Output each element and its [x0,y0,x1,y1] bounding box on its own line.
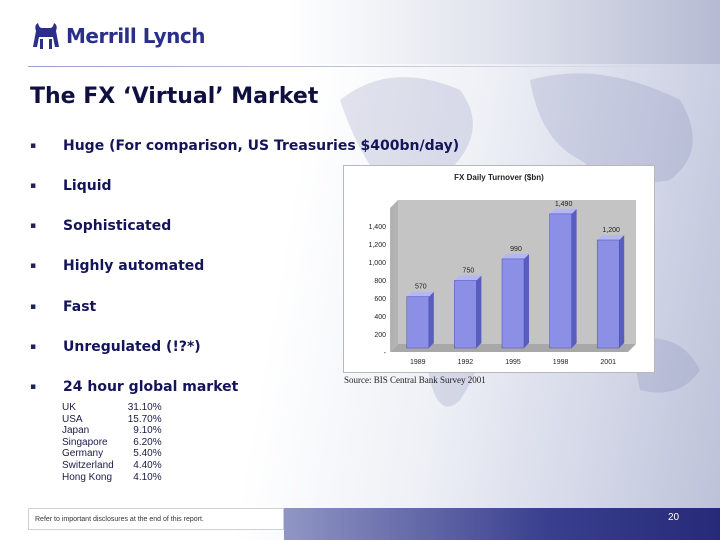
bar-value-label: 1,200 [602,227,620,234]
slide-title: The FX ‘Virtual’ Market [30,84,319,109]
x-tick-label: 1998 [553,359,569,366]
bullet-marker-icon: ▪ [30,261,37,271]
bar-value-label: 990 [510,246,522,253]
chart-svg: FX Daily Turnover ($bn) - 200 400 600 800 1,00… [368,173,636,366]
bullet-item: ▪ Huge (For comparison, US Treasuries $4… [30,135,459,157]
bullet-item: ▪ Fast [30,296,96,318]
market-share-country: UK [62,402,76,413]
bullet-marker-icon: ▪ [30,302,37,312]
bar [596,239,620,349]
bullet-item: ▪ Liquid [30,175,112,197]
market-share-row: USA 15.70% [62,414,162,426]
y-tick-label: 800 [374,278,386,285]
y-tick-label: 600 [374,296,386,303]
market-share-percent: 31.10% [127,402,162,413]
y-tick-label: 1,400 [368,224,386,231]
bar-top [597,235,625,240]
bar-side [571,208,577,348]
bar-side [476,275,482,348]
bar-value-label: 1,490 [555,201,573,208]
market-share-percent: 5.40% [133,448,162,460]
disclosure-note: Refer to important disclosures at the en… [28,508,284,530]
header-band [0,0,720,64]
market-share-country: Singapore [62,436,108,448]
bar-value-label: 570 [415,284,427,291]
x-tick-label: 1989 [410,359,426,366]
bar-top [549,208,577,214]
title-divider [28,66,700,67]
x-tick-label: 2001 [600,359,616,366]
bar-top [406,291,434,297]
bullet-item: ▪ Highly automated [30,255,204,277]
bar-top [454,275,482,281]
bar-side [524,253,529,348]
x-tick-label: 1992 [458,359,474,366]
page-number: 20 [668,512,680,523]
market-share-country: Germany [62,448,104,460]
bullet-text: Fast [63,299,97,315]
y-tick-label: 200 [374,332,386,339]
market-share-percent: 9.10% [133,425,162,437]
bar [454,280,477,349]
bullet-text: Liquid [63,178,112,194]
bar [501,258,525,349]
market-share-country: Switzerland [62,459,114,471]
bullet-text: 24 hour global market [63,379,239,395]
bar-value-label: 750 [463,268,475,275]
bar [406,296,430,349]
bullet-marker-icon: ▪ [30,221,37,231]
market-share-row: Japan 9.10% [62,425,162,437]
x-tick-label: 1995 [505,359,521,366]
bullet-text: Unregulated (!?*) [63,339,201,355]
market-share-percent: 4.40% [133,459,162,471]
market-share-country: USA [62,413,83,425]
bullet-marker-icon: ▪ [30,382,37,392]
chart-source-note: Source: BIS Central Bank Survey 2001 [344,375,486,385]
merrill-lynch-logo: Merrill Lynch [30,16,205,56]
chart-side-wall [390,200,398,352]
market-share-row: Germany 5.40% [62,448,162,460]
footer-bar [284,508,720,540]
bar-side [428,291,434,348]
bar [549,213,572,349]
bull-icon [33,23,59,49]
bar-top [502,253,529,259]
y-tick-label: 400 [374,314,386,321]
bullet-item: ▪ Unregulated (!?*) [30,336,201,358]
market-share-country: Hong Kong [62,471,113,483]
bullet-text: Sophisticated [63,218,172,234]
y-tick-label: 1,200 [368,242,386,249]
fx-turnover-chart: FX Daily Turnover ($bn) - 200 400 600 800 1,00… [343,165,655,373]
bullet-text: Huge (For comparison, US Treasuries $400… [63,138,460,154]
bullet-item: ▪ Sophisticated [30,215,171,237]
market-share-country: Japan [62,425,90,437]
bullet-item: ▪ 24 hour global market [30,376,238,398]
market-share-row: Singapore 6.20% [62,437,162,449]
market-share-percent: 15.70% [127,413,162,425]
market-share-percent: 4.10% [133,471,162,483]
bar-side [619,235,625,348]
market-share-table: UK 31.10% USA 15.70% Japan 9.10% Singapore 6.20… [62,402,162,483]
bullet-marker-icon: ▪ [30,181,37,191]
bullet-text: Highly automated [63,258,205,274]
market-share-percent: 6.20% [133,436,162,448]
chart-title: FX Daily Turnover ($bn) [454,173,544,182]
bullet-marker-icon: ▪ [30,141,37,151]
market-share-row: Hong Kong 4.10% [62,472,162,484]
market-share-row: UK 31.10% [62,402,162,414]
brand-name: Merrill Lynch [66,24,205,48]
y-tick-label: - [384,350,387,357]
y-tick-label: 1,000 [368,260,386,267]
market-share-row: Switzerland 4.40% [62,460,162,472]
bullet-marker-icon: ▪ [30,342,37,352]
